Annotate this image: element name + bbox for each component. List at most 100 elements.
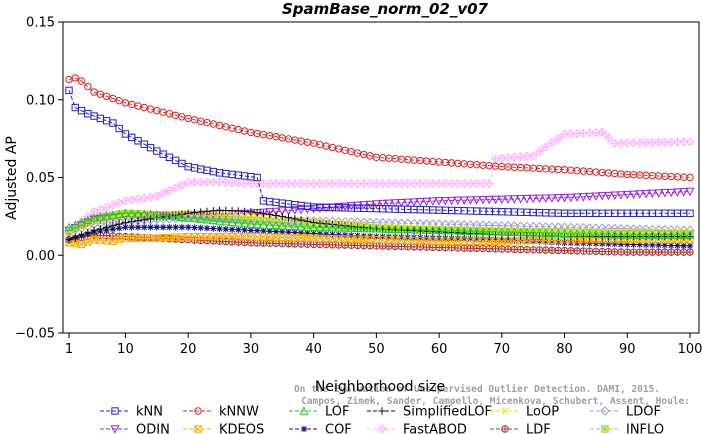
data-point xyxy=(647,189,657,199)
legend-marker xyxy=(601,425,609,433)
data-point xyxy=(603,229,613,239)
data-point xyxy=(622,230,632,239)
data-point xyxy=(536,238,543,245)
data-point xyxy=(246,219,256,228)
data-point xyxy=(484,179,494,189)
data-point xyxy=(147,224,154,231)
data-point xyxy=(666,188,676,198)
data-point xyxy=(372,242,381,250)
y-tick-label: 0.15 xyxy=(26,16,55,31)
data-point xyxy=(284,221,294,230)
legend-label: FastABOD xyxy=(403,423,467,434)
data-point xyxy=(554,246,562,255)
data-point xyxy=(346,223,356,232)
data-point xyxy=(686,173,694,182)
data-point xyxy=(271,220,281,230)
data-point xyxy=(428,225,438,234)
data-point xyxy=(467,235,474,243)
data-point xyxy=(598,240,606,247)
data-point xyxy=(553,228,563,238)
data-point xyxy=(555,239,562,246)
data-point xyxy=(403,198,413,208)
data-point xyxy=(371,200,381,209)
data-point xyxy=(403,224,413,234)
data-point xyxy=(585,192,595,202)
data-point xyxy=(340,223,350,232)
data-point xyxy=(679,230,689,239)
data-point xyxy=(680,248,688,256)
data-point xyxy=(335,241,343,249)
data-point xyxy=(178,224,186,231)
data-point xyxy=(541,142,551,152)
data-point xyxy=(102,223,111,231)
data-point xyxy=(260,227,267,235)
data-point xyxy=(158,210,168,220)
data-point xyxy=(196,214,206,223)
data-point xyxy=(415,225,425,234)
data-point xyxy=(473,244,481,253)
data-point xyxy=(278,239,286,248)
data-point xyxy=(259,239,268,247)
data-point xyxy=(304,229,311,237)
data-point xyxy=(415,198,425,207)
data-point xyxy=(234,212,242,220)
data-point xyxy=(460,244,468,252)
x-axis: 1 10 20 30 40 50 60 70 80 90 100 xyxy=(65,333,702,357)
data-point xyxy=(660,189,670,198)
data-point xyxy=(416,243,424,251)
data-point xyxy=(170,183,181,193)
legend-label: LDOF xyxy=(626,405,661,420)
legend-item-knnw: kNNW xyxy=(183,405,259,420)
data-point xyxy=(685,187,695,197)
data-point xyxy=(84,238,92,246)
data-point xyxy=(522,194,532,204)
data-point xyxy=(566,193,576,203)
data-point xyxy=(177,212,187,222)
data-point xyxy=(597,127,607,138)
data-point xyxy=(102,211,112,220)
data-point xyxy=(654,230,664,239)
data-point xyxy=(466,244,475,252)
data-point xyxy=(65,86,73,95)
data-point xyxy=(459,226,469,235)
data-point xyxy=(378,242,387,250)
data-point xyxy=(491,195,501,205)
data-point xyxy=(378,224,388,233)
x-axis-label: Neighborhood size xyxy=(315,379,445,395)
data-point xyxy=(221,216,231,226)
data-point xyxy=(146,210,155,218)
data-point xyxy=(534,146,545,157)
data-point xyxy=(685,230,695,239)
data-point xyxy=(440,196,450,206)
data-point xyxy=(560,194,570,203)
data-point xyxy=(396,224,406,234)
data-point xyxy=(516,245,525,254)
data-point xyxy=(616,230,626,239)
data-point xyxy=(686,248,694,256)
data-point xyxy=(265,208,275,217)
x-tick-label: 80 xyxy=(556,342,573,357)
data-point xyxy=(630,241,637,248)
data-point xyxy=(465,196,475,205)
data-point xyxy=(397,242,406,251)
data-point xyxy=(209,210,217,219)
data-point xyxy=(541,194,551,203)
data-point xyxy=(115,236,123,244)
data-point xyxy=(115,224,123,232)
x-tick-label: 60 xyxy=(431,342,448,357)
data-point xyxy=(453,196,463,206)
data-point xyxy=(133,209,143,218)
x-tick-label: 10 xyxy=(117,342,134,357)
data-point xyxy=(122,224,129,231)
data-point xyxy=(410,243,418,251)
data-point xyxy=(378,199,388,209)
data-point xyxy=(134,137,142,145)
data-point xyxy=(572,193,582,202)
data-point xyxy=(667,242,675,249)
series-layer xyxy=(64,74,695,256)
data-point xyxy=(498,245,506,253)
data-point xyxy=(210,225,217,232)
data-point xyxy=(686,242,694,250)
data-point xyxy=(611,240,618,248)
data-point xyxy=(240,207,249,216)
